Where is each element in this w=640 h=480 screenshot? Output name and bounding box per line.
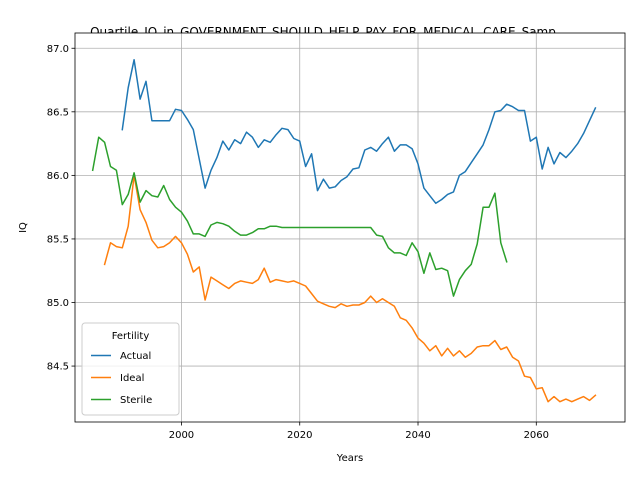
gridlines [75, 33, 625, 422]
y-tick-label: 87.0 [47, 44, 69, 55]
x-tick-label: 2060 [524, 430, 549, 441]
legend-label-sterile: Sterile [120, 395, 152, 406]
plot-border [74, 32, 626, 423]
legend-title: Fertility [112, 331, 150, 342]
legend: Fertility Actual Ideal Sterile [81, 322, 180, 416]
legend-label-ideal: Ideal [120, 373, 144, 384]
y-tick-label: 85.0 [47, 298, 69, 309]
y-tick-label: 85.5 [47, 234, 69, 245]
y-axis-title: IQ [18, 222, 29, 233]
legend-box [81, 322, 180, 416]
x-tick-label: 2020 [287, 430, 312, 441]
y-tick-label: 84.5 [47, 362, 69, 373]
legend-entries: Actual Ideal Sterile [91, 351, 152, 406]
x-axis-title: Years [336, 453, 363, 464]
y-tick-label: 86.0 [47, 171, 69, 182]
series-line-actual [121, 58, 597, 205]
series-line-ideal [103, 174, 597, 403]
x-tick-label: 2040 [405, 430, 430, 441]
series-lines [91, 58, 597, 403]
series-line-sterile [91, 136, 508, 297]
y-axis: 84.5 85.0 85.5 86.0 86.5 87.0 [47, 44, 75, 373]
y-tick-label: 86.5 [47, 107, 69, 118]
x-axis: 2000 2020 2040 2060 [169, 422, 549, 441]
x-tick-label: 2000 [169, 430, 194, 441]
legend-label-actual: Actual [120, 351, 151, 362]
